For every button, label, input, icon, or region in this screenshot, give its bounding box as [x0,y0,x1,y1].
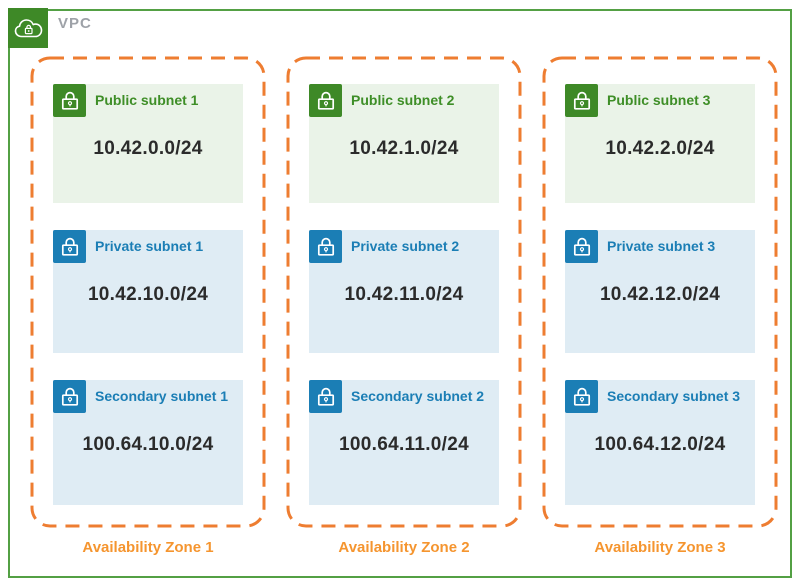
lock-icon [53,380,86,413]
subnet-card: Public subnet 3 10.42.2.0/24 [565,84,755,203]
subnet-cidr: 10.42.2.0/24 [605,138,715,159]
lock-icon [565,84,598,117]
subnet-cidr: 10.42.12.0/24 [599,284,721,305]
subnet-card: Private subnet 2 10.42.11.0/24 [309,230,499,353]
subnet-name: Public subnet 2 [351,92,455,108]
subnet-cidr: 10.42.11.0/24 [344,284,464,305]
availability-zone-dashed-border [542,56,778,528]
subnet-name: Private subnet 1 [95,238,204,254]
subnet-cidr: 100.64.10.0/24 [82,434,214,455]
lock-icon [309,230,342,263]
subnet-card: Secondary subnet 1 100.64.10.0/24 [53,380,243,505]
lock-icon [309,84,342,117]
subnet-cidr: 10.42.1.0/24 [349,138,459,159]
subnet-card: Private subnet 1 10.42.10.0/24 [53,230,243,353]
subnet-card: Public subnet 2 10.42.1.0/24 [309,84,499,203]
availability-zone-2: Public subnet 2 10.42.1.0/24 Private sub… [286,56,522,561]
availability-zone-dashed-border [30,56,266,528]
availability-zone-dashed-border [286,56,522,528]
subnet-card: Secondary subnet 3 100.64.12.0/24 [565,380,755,505]
subnet-name: Secondary subnet 1 [95,388,229,404]
vpc-label: VPC [58,15,92,32]
subnet-name: Public subnet 3 [607,92,711,108]
subnet-cidr: 10.42.10.0/24 [87,284,209,305]
lock-icon [565,230,598,263]
availability-zone-label: Availability Zone 3 [594,539,726,556]
subnet-cidr: 100.64.11.0/24 [339,434,469,455]
subnet-cidr: 100.64.12.0/24 [594,434,726,455]
subnet-name: Private subnet 2 [351,238,460,254]
subnet-name: Secondary subnet 2 [351,388,485,404]
availability-zone-3: Public subnet 3 10.42.2.0/24 Private sub… [542,56,778,561]
availability-zone-label: Availability Zone 1 [82,539,214,556]
lock-icon [309,380,342,413]
availability-zone-row: Public subnet 1 10.42.0.0/24 Private sub… [30,56,778,561]
availability-zone-1: Public subnet 1 10.42.0.0/24 Private sub… [30,56,266,561]
vpc-cloud-lock-icon [8,8,48,48]
subnet-name: Private subnet 3 [607,238,716,254]
subnet-cidr: 10.42.0.0/24 [93,138,203,159]
subnet-name: Public subnet 1 [95,92,199,108]
availability-zone-label: Availability Zone 2 [338,539,470,556]
lock-icon [53,230,86,263]
subnet-name: Secondary subnet 3 [607,388,741,404]
subnet-card: Private subnet 3 10.42.12.0/24 [565,230,755,353]
lock-icon [565,380,598,413]
subnet-card: Public subnet 1 10.42.0.0/24 [53,84,243,203]
subnet-card: Secondary subnet 2 100.64.11.0/24 [309,380,499,505]
lock-icon [53,84,86,117]
